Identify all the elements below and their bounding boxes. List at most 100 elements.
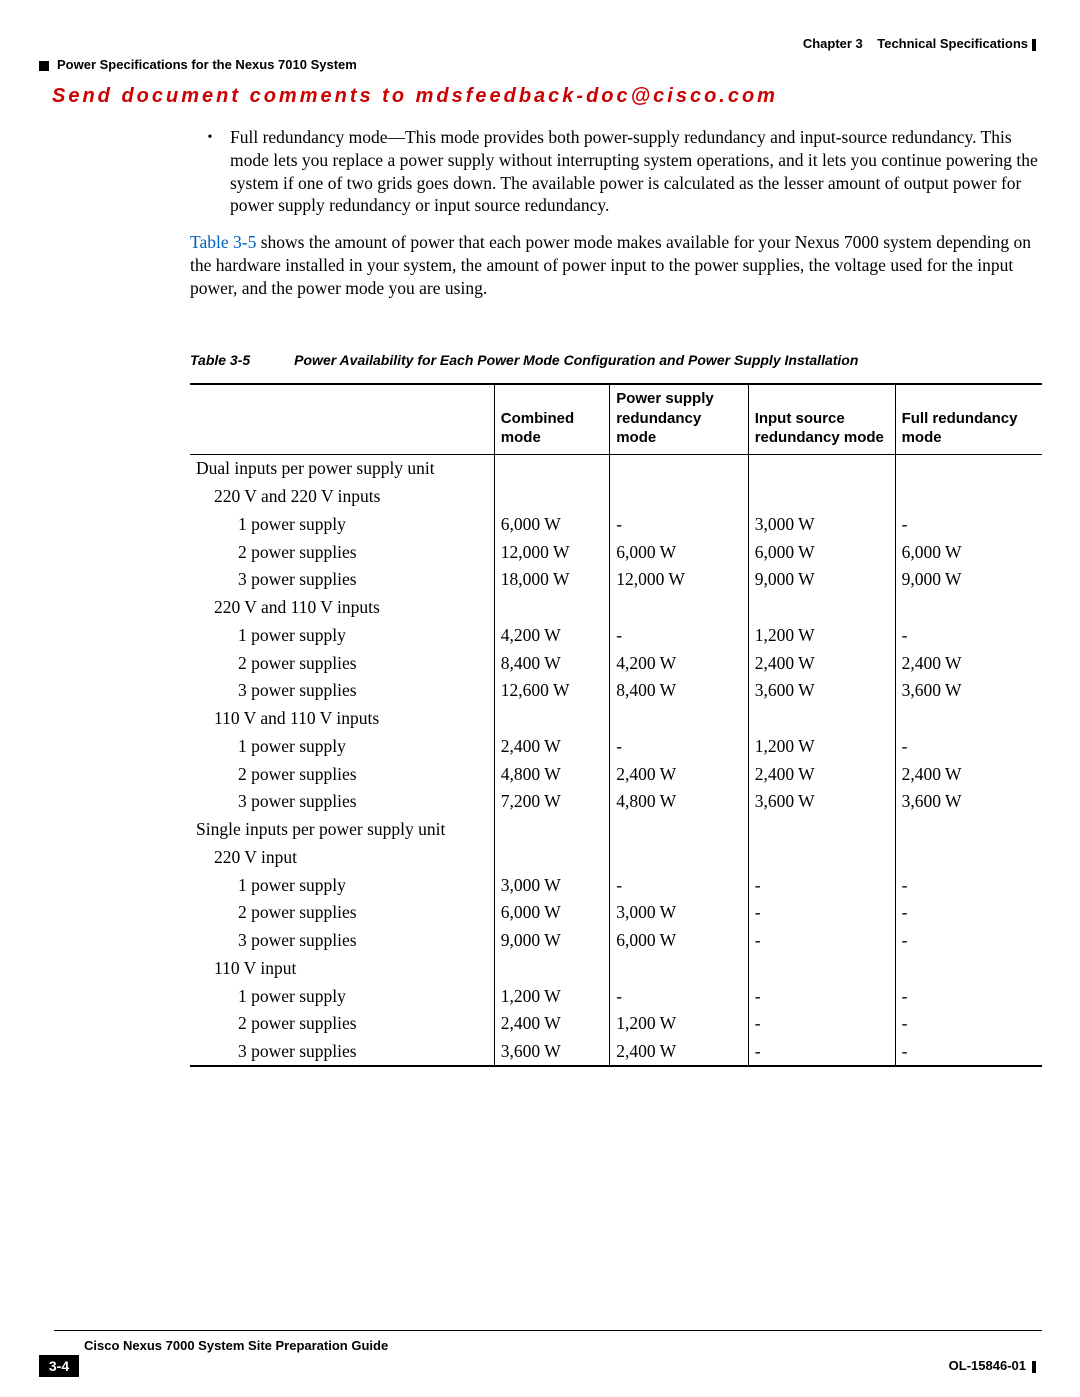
cell-value: 2,400 W bbox=[748, 649, 895, 677]
cell-value bbox=[610, 483, 749, 511]
cell-value: 2,400 W bbox=[610, 760, 749, 788]
row-label: 1 power supply bbox=[190, 621, 494, 649]
row-label: 2 power supplies bbox=[190, 649, 494, 677]
row-label: 3 power supplies bbox=[190, 927, 494, 955]
table-row: 1 power supply6,000 W-3,000 W- bbox=[190, 510, 1042, 538]
cell-value bbox=[494, 483, 609, 511]
cell-value: 9,000 W bbox=[895, 566, 1042, 594]
table-crossref-link[interactable]: Table 3-5 bbox=[190, 232, 256, 252]
footer-doc-number: OL-15846-01 bbox=[949, 1358, 1036, 1373]
table-row: 3 power supplies3,600 W2,400 W-- bbox=[190, 1038, 1042, 1067]
table-row: Single inputs per power supply unit bbox=[190, 816, 1042, 844]
cell-value: 3,600 W bbox=[895, 677, 1042, 705]
row-label: 3 power supplies bbox=[190, 1038, 494, 1067]
cell-value bbox=[494, 454, 609, 482]
doc-number: OL-15846-01 bbox=[949, 1358, 1026, 1373]
row-label: 2 power supplies bbox=[190, 760, 494, 788]
cell-value: 1,200 W bbox=[748, 732, 895, 760]
bullet-item: • Full redundancy mode—This mode provide… bbox=[190, 126, 1045, 217]
cell-value: 3,600 W bbox=[748, 788, 895, 816]
table-row: 1 power supply3,000 W--- bbox=[190, 871, 1042, 899]
cell-value bbox=[748, 843, 895, 871]
table-row: Dual inputs per power supply unit bbox=[190, 454, 1042, 482]
cell-value: - bbox=[895, 732, 1042, 760]
cell-value: - bbox=[895, 1010, 1042, 1038]
row-label: 1 power supply bbox=[190, 510, 494, 538]
table-header-row: Combined mode Power supply redundancy mo… bbox=[190, 384, 1042, 454]
cell-value bbox=[494, 843, 609, 871]
table-row: 3 power supplies9,000 W6,000 W-- bbox=[190, 927, 1042, 955]
cell-value: 2,400 W bbox=[494, 732, 609, 760]
table-row: 2 power supplies8,400 W4,200 W2,400 W2,4… bbox=[190, 649, 1042, 677]
cell-value bbox=[610, 454, 749, 482]
table-row: 2 power supplies6,000 W3,000 W-- bbox=[190, 899, 1042, 927]
cell-value: 6,000 W bbox=[610, 927, 749, 955]
page-number-box: 3-4 bbox=[39, 1355, 79, 1377]
table-row: 220 V and 110 V inputs bbox=[190, 594, 1042, 622]
cell-value bbox=[494, 594, 609, 622]
table-row: 3 power supplies12,600 W8,400 W3,600 W3,… bbox=[190, 677, 1042, 705]
cell-value: 2,400 W bbox=[895, 760, 1042, 788]
cell-value: 6,000 W bbox=[494, 510, 609, 538]
cell-value: 2,400 W bbox=[895, 649, 1042, 677]
row-label: Single inputs per power supply unit bbox=[190, 816, 494, 844]
header-square-icon bbox=[39, 61, 49, 71]
cell-value: 6,000 W bbox=[610, 538, 749, 566]
table-row: 3 power supplies18,000 W12,000 W9,000 W9… bbox=[190, 566, 1042, 594]
table-row: 110 V input bbox=[190, 954, 1042, 982]
col-header-combined: Combined mode bbox=[494, 384, 609, 454]
cell-value: - bbox=[748, 899, 895, 927]
cell-value: - bbox=[610, 982, 749, 1010]
paragraph-table-intro: Table 3-5 shows the amount of power that… bbox=[190, 231, 1045, 299]
cell-value bbox=[895, 954, 1042, 982]
footer-rule bbox=[54, 1330, 1042, 1331]
chapter-title: Technical Specifications bbox=[877, 36, 1028, 51]
table-row: 220 V and 220 V inputs bbox=[190, 483, 1042, 511]
cell-value: - bbox=[748, 1038, 895, 1067]
cell-value: - bbox=[748, 982, 895, 1010]
col-header-input-redundancy: Input source redundancy mode bbox=[748, 384, 895, 454]
cell-value: - bbox=[748, 927, 895, 955]
cell-value: 3,600 W bbox=[494, 1038, 609, 1067]
cell-value: - bbox=[895, 621, 1042, 649]
col-header-psu-redundancy: Power supply redundancy mode bbox=[610, 384, 749, 454]
cell-value: 8,400 W bbox=[494, 649, 609, 677]
cell-value bbox=[610, 954, 749, 982]
cell-value bbox=[895, 843, 1042, 871]
table-row: 1 power supply2,400 W-1,200 W- bbox=[190, 732, 1042, 760]
row-label: 3 power supplies bbox=[190, 566, 494, 594]
footer-guide-title: Cisco Nexus 7000 System Site Preparation… bbox=[84, 1338, 388, 1353]
cell-value bbox=[895, 816, 1042, 844]
cell-value bbox=[610, 594, 749, 622]
row-label: 110 V input bbox=[190, 954, 494, 982]
paragraph-rest: shows the amount of power that each powe… bbox=[190, 232, 1031, 298]
row-label: 1 power supply bbox=[190, 871, 494, 899]
col-header-blank bbox=[190, 384, 494, 454]
cell-value: - bbox=[610, 871, 749, 899]
cell-value: - bbox=[610, 732, 749, 760]
cell-value: 3,000 W bbox=[748, 510, 895, 538]
bullet-text: Full redundancy mode—This mode provides … bbox=[230, 126, 1045, 217]
row-label: Dual inputs per power supply unit bbox=[190, 454, 494, 482]
table-row: 3 power supplies7,200 W4,800 W3,600 W3,6… bbox=[190, 788, 1042, 816]
cell-value: 7,200 W bbox=[494, 788, 609, 816]
row-label: 2 power supplies bbox=[190, 538, 494, 566]
cell-value: 4,200 W bbox=[494, 621, 609, 649]
table-row: 1 power supply1,200 W--- bbox=[190, 982, 1042, 1010]
cell-value: 9,000 W bbox=[748, 566, 895, 594]
header-bar-icon bbox=[1032, 39, 1036, 51]
power-availability-table: Combined mode Power supply redundancy mo… bbox=[190, 383, 1042, 1067]
table-row: 2 power supplies12,000 W6,000 W6,000 W6,… bbox=[190, 538, 1042, 566]
table-label: Table 3-5 bbox=[190, 352, 294, 368]
cell-value: 12,000 W bbox=[494, 538, 609, 566]
cell-value: - bbox=[895, 871, 1042, 899]
cell-value: 12,000 W bbox=[610, 566, 749, 594]
chapter-number: Chapter 3 bbox=[803, 36, 863, 51]
cell-value bbox=[895, 454, 1042, 482]
cell-value: 6,000 W bbox=[748, 538, 895, 566]
cell-value: 3,600 W bbox=[748, 677, 895, 705]
cell-value bbox=[748, 483, 895, 511]
cell-value bbox=[748, 594, 895, 622]
running-header-right: Chapter 3 Technical Specifications bbox=[803, 36, 1036, 51]
table-row: 1 power supply4,200 W-1,200 W- bbox=[190, 621, 1042, 649]
